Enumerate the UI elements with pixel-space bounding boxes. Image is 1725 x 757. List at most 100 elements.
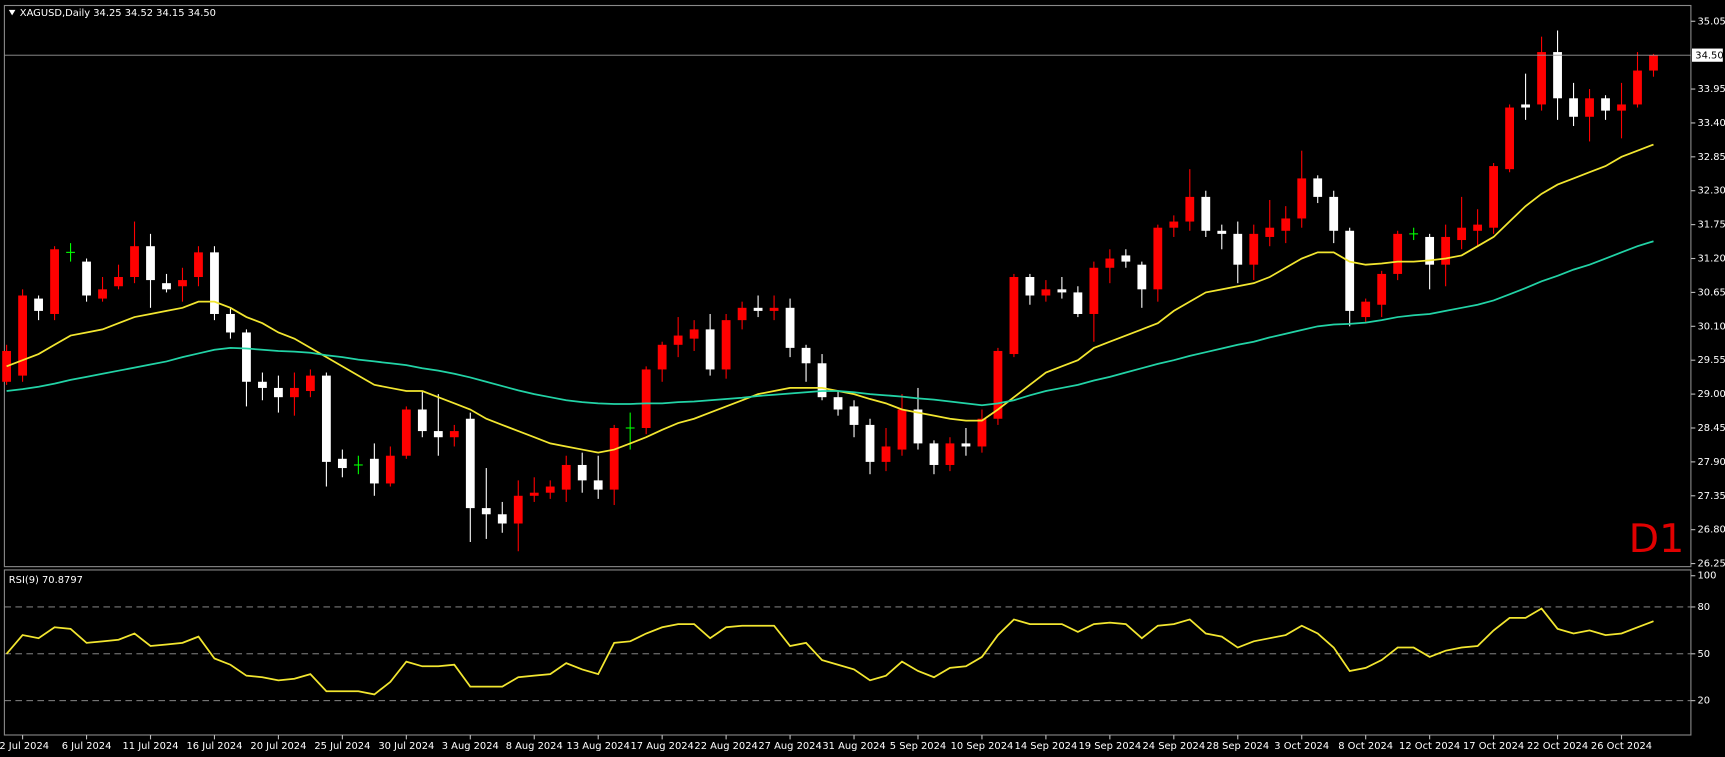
y-tick-label: 27.90 bbox=[1697, 457, 1725, 468]
candle-body bbox=[529, 492, 539, 496]
candle-body bbox=[817, 363, 827, 398]
x-tick-label: 28 Sep 2024 bbox=[1206, 741, 1269, 752]
x-tick-label: 22 Oct 2024 bbox=[1527, 741, 1588, 752]
candle-body bbox=[1009, 277, 1019, 355]
candle-body bbox=[1137, 264, 1147, 290]
candle-body bbox=[865, 424, 875, 462]
candle-body bbox=[401, 409, 411, 456]
candle-body bbox=[737, 307, 747, 321]
candle-body bbox=[1377, 273, 1387, 305]
x-tick-label: 10 Sep 2024 bbox=[951, 741, 1014, 752]
y-tick-label: 20 bbox=[1697, 696, 1710, 707]
candle-body bbox=[1089, 267, 1099, 314]
candle-body bbox=[1569, 98, 1578, 117]
x-tick-label: 8 Oct 2024 bbox=[1338, 741, 1393, 752]
candle-body bbox=[881, 446, 891, 462]
chart-title: XAGUSD,Daily 34.25 34.52 34.15 34.50 bbox=[20, 8, 216, 19]
x-tick-label: 19 Sep 2024 bbox=[1079, 741, 1142, 752]
candle-body bbox=[1025, 277, 1035, 296]
candle-body bbox=[1329, 196, 1339, 231]
moving-average-line bbox=[6, 143, 1654, 454]
candle-body bbox=[1489, 166, 1498, 228]
main-panel bbox=[3, 4, 1692, 568]
candle-body bbox=[801, 347, 811, 364]
y-tick-label: 80 bbox=[1697, 602, 1710, 613]
candle-body bbox=[1281, 218, 1291, 231]
x-tick-label: 2 Jul 2024 bbox=[0, 741, 49, 752]
y-tick-label: 26.25 bbox=[1697, 559, 1725, 570]
candle-body bbox=[337, 458, 347, 469]
x-tick-label: 24 Sep 2024 bbox=[1142, 741, 1205, 752]
candle-body bbox=[146, 246, 155, 281]
candle-body bbox=[849, 406, 859, 425]
candle-body bbox=[961, 443, 971, 447]
candle-body bbox=[1249, 233, 1259, 265]
candle-body bbox=[545, 486, 555, 493]
x-tick-label: 3 Aug 2024 bbox=[442, 741, 499, 752]
candle-body bbox=[162, 283, 171, 290]
candle-body bbox=[1505, 107, 1514, 170]
candle-body bbox=[929, 443, 939, 465]
x-tick-label: 30 Jul 2024 bbox=[378, 741, 434, 752]
y-tick-label: 30.65 bbox=[1697, 287, 1725, 298]
y-tick-label: 29.55 bbox=[1697, 355, 1725, 366]
candle-body bbox=[1457, 227, 1467, 241]
candle-body bbox=[1153, 227, 1163, 290]
x-tick-label: 17 Oct 2024 bbox=[1463, 741, 1524, 752]
x-tick-label: 3 Oct 2024 bbox=[1274, 741, 1329, 752]
candle-body bbox=[226, 313, 235, 333]
candle-body bbox=[1201, 196, 1211, 231]
candle-body bbox=[481, 508, 491, 515]
candle-body bbox=[561, 464, 571, 490]
candle-body bbox=[1361, 301, 1371, 318]
candle-body bbox=[242, 332, 251, 382]
candle-body bbox=[321, 375, 331, 462]
candle-body bbox=[609, 427, 619, 490]
candle-body bbox=[274, 387, 283, 398]
candle-body bbox=[369, 458, 379, 484]
x-tick-label: 14 Sep 2024 bbox=[1015, 741, 1078, 752]
rsi-panel bbox=[3, 569, 1692, 736]
candle-body bbox=[753, 307, 763, 311]
candle-body bbox=[641, 369, 651, 428]
candle-body bbox=[689, 329, 699, 339]
candle-body bbox=[705, 329, 715, 370]
candle-body bbox=[721, 320, 731, 370]
rsi-title: RSI(9) 70.8797 bbox=[9, 575, 83, 586]
candle-body bbox=[1393, 233, 1403, 274]
x-tick-label: 11 Jul 2024 bbox=[123, 741, 179, 752]
candle-body bbox=[1553, 52, 1562, 99]
y-tick-label: 31.20 bbox=[1697, 254, 1725, 265]
candle-body bbox=[465, 418, 475, 509]
x-tick-label: 16 Jul 2024 bbox=[186, 741, 242, 752]
price-label-box bbox=[1691, 48, 1723, 62]
candle-body bbox=[833, 397, 843, 410]
y-tick-label: 50 bbox=[1697, 649, 1710, 660]
candle-body bbox=[1265, 227, 1275, 237]
candle-body bbox=[1633, 70, 1642, 105]
x-tick-label: 8 Aug 2024 bbox=[506, 741, 563, 752]
y-tick-label: 100 bbox=[1697, 571, 1716, 582]
candle-body bbox=[1537, 52, 1546, 105]
x-tick-label: 22 Aug 2024 bbox=[694, 741, 757, 752]
candle-body bbox=[417, 409, 427, 432]
x-tick-label: 17 Aug 2024 bbox=[630, 741, 693, 752]
x-tick-label: 5 Sep 2024 bbox=[890, 741, 946, 752]
x-tick-label: 12 Oct 2024 bbox=[1399, 741, 1460, 752]
candle-body bbox=[1617, 104, 1626, 111]
candle-body bbox=[305, 375, 315, 392]
menu-triangle[interactable] bbox=[8, 9, 16, 16]
rsi-line bbox=[5, 607, 1654, 696]
candle-body bbox=[897, 409, 907, 450]
candle-body bbox=[1313, 178, 1323, 197]
candle-body bbox=[1233, 233, 1243, 265]
candle-body bbox=[1585, 98, 1594, 117]
y-tick-label: 26.80 bbox=[1697, 525, 1725, 536]
y-tick-label: 32.85 bbox=[1697, 152, 1725, 163]
candle-body bbox=[2, 350, 12, 382]
candle-body bbox=[513, 495, 523, 524]
candle-body bbox=[1121, 255, 1131, 262]
candle-body bbox=[34, 298, 43, 311]
candle-body bbox=[593, 480, 603, 490]
